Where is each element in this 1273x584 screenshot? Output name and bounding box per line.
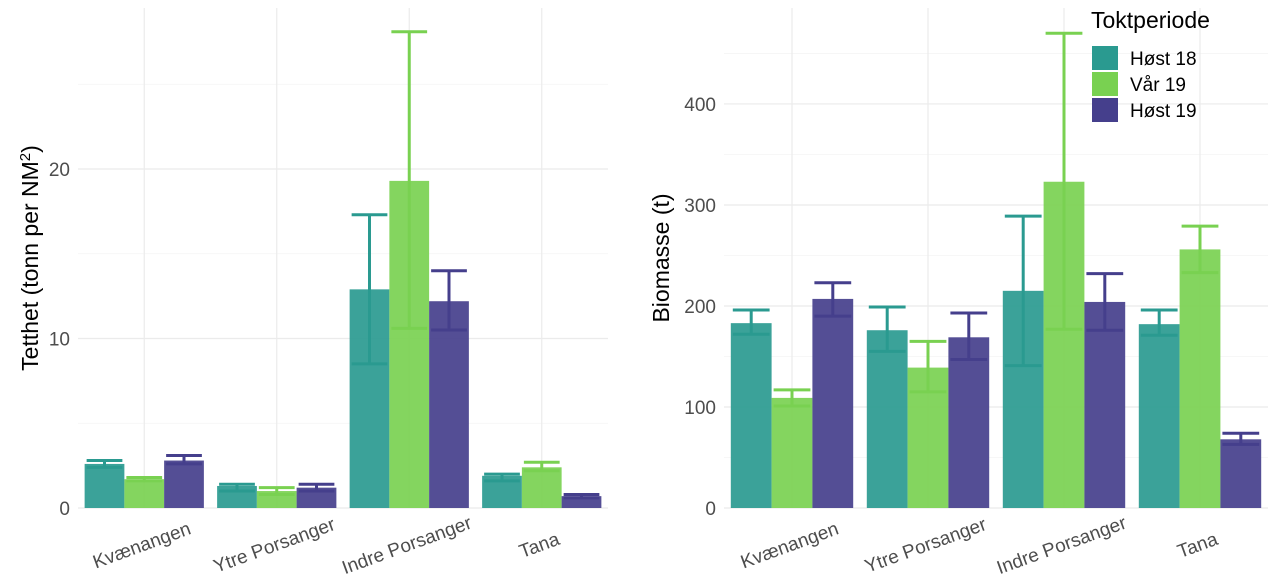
density-y-tick-label: 0	[59, 499, 70, 520]
density-x-tick-label: Tana	[517, 529, 563, 563]
left-density-chart: 0 10 20 Kvænangen Ytre Porsanger Indre Porsan…	[17, 8, 608, 579]
biomass-errorbar-indre-porsanger-host-18	[1004, 214, 1042, 368]
biomass-y-axis-label: Biomasse (t)	[648, 193, 674, 322]
density-errorbar-kvaenangen-host-19	[166, 453, 202, 466]
biomass-bar-tana-host-18	[1138, 324, 1180, 508]
biomass-bar-indre-porsanger-host-19	[1084, 301, 1126, 508]
biomass-errorbar-indre-porsanger-host-19	[1086, 272, 1124, 332]
biomass-x-tick-label: Ytre Porsanger	[862, 514, 990, 578]
biomass-errorbar-tana-host-18	[1140, 308, 1178, 337]
density-errorbar-ytre-porsanger-host-19	[298, 482, 335, 493]
density-errorbar-tana-host-19	[563, 492, 600, 500]
biomass-errorbar-indre-porsanger-var-19	[1045, 31, 1083, 331]
density-errorbar-tana-host-18	[484, 472, 520, 483]
density-x-tick-label: Kvænangen	[90, 519, 193, 574]
biomass-y-tick-label: 200	[684, 297, 716, 318]
density-errorbar-indre-porsanger-host-18	[351, 213, 388, 366]
density-errorbar-indre-porsanger-host-19	[431, 269, 467, 332]
biomass-x-tick-label: Kvænangen	[738, 519, 841, 574]
biomass-bar-ytre-porsanger-host-18	[866, 330, 908, 508]
density-errorbar-ytre-porsanger-host-18	[219, 482, 255, 493]
biomass-errorbar-kvaenangen-host-18	[732, 308, 770, 336]
biomass-errorbar-ytre-porsanger-var-19	[909, 339, 947, 394]
density-bar-ytre-porsanger-host-19	[296, 487, 337, 508]
legend: Toktperiode Høst 18 Vår 19 Høst 19	[1091, 7, 1210, 122]
biomass-bar-kvaenangen-host-19	[812, 298, 854, 508]
legend-label-host-18: Høst 18	[1130, 49, 1197, 70]
biomass-errorbar-tana-var-19	[1181, 224, 1219, 275]
density-y-tick-label: 10	[49, 330, 70, 351]
density-bar-indre-porsanger-host-19	[429, 301, 469, 508]
legend-label-var-19: Vår 19	[1130, 75, 1186, 96]
biomass-y-tick-label: 100	[684, 398, 716, 419]
density-y-axis-label: Tetthet (tonn per NM2)	[17, 145, 44, 371]
biomass-y-tick-label: 0	[705, 499, 716, 520]
density-bar-tana-host-19	[561, 496, 602, 508]
density-bar-kvaenangen-host-18	[84, 463, 125, 508]
density-errorbar-kvaenangen-var-19	[126, 475, 163, 483]
biomass-errorbar-ytre-porsanger-host-18	[868, 305, 906, 353]
density-errorbar-indre-porsanger-var-19	[391, 30, 428, 330]
biomass-bar-ytre-porsanger-host-19	[948, 337, 990, 508]
legend-swatch-host-19	[1092, 98, 1118, 122]
biomass-x-tick-label: Tana	[1175, 529, 1221, 563]
right-biomass-chart: 0 100 200 300 400 Kvænangen Ytre Porsanger Indr…	[648, 8, 1268, 579]
biomass-errorbar-kvaenangen-host-19	[814, 281, 852, 318]
biomass-y-tick-label: 300	[684, 196, 716, 217]
density-bar-kvaenangen-host-19	[164, 460, 204, 508]
biomass-errorbar-kvaenangen-var-19	[773, 388, 811, 408]
density-x-tick-label: Ytre Porsanger	[211, 514, 339, 578]
density-x-tick-label: Indre Porsanger	[339, 512, 475, 579]
density-y-tick-label: 20	[49, 160, 70, 181]
biomass-x-tick-label: Indre Porsanger	[994, 512, 1130, 579]
biomass-bar-kvaenangen-host-18	[730, 323, 772, 508]
biomass-errorbar-ytre-porsanger-host-19	[950, 311, 988, 362]
legend-swatch-host-18	[1092, 46, 1118, 70]
density-bar-kvaenangen-var-19	[124, 479, 165, 508]
density-bar-tana-var-19	[521, 467, 562, 508]
legend-title: Toktperiode	[1091, 7, 1210, 33]
biomass-bar-kvaenangen-var-19	[771, 397, 813, 508]
legend-swatch-var-19	[1092, 72, 1118, 96]
density-errorbar-ytre-porsanger-var-19	[258, 486, 295, 496]
legend-label-host-19: Høst 19	[1130, 101, 1197, 122]
density-errorbar-tana-var-19	[523, 460, 560, 473]
biomass-errorbar-tana-host-19	[1222, 431, 1260, 446]
biomass-bar-tana-var-19	[1179, 249, 1221, 509]
density-errorbar-kvaenangen-host-18	[86, 459, 123, 469]
biomass-y-tick-label: 400	[684, 95, 716, 116]
biomass-bar-tana-host-19	[1220, 439, 1262, 508]
